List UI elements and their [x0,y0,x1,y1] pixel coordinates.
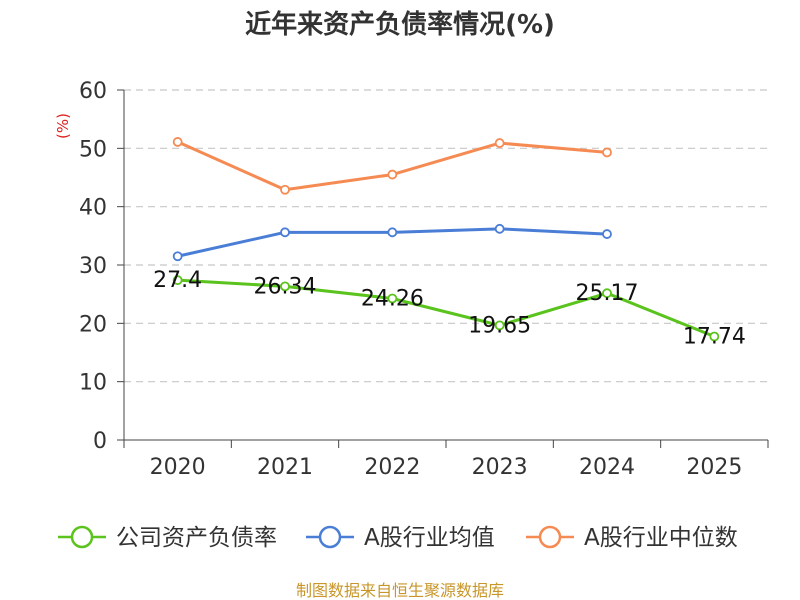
legend[interactable]: 公司资产负债率 A股行业均值 A股行业中位数 [58,525,738,551]
data-label-2021: 26.34 [254,274,317,299]
x-tick-label-2025: 2025 [686,455,742,480]
source-note: 制图数据来自恒生聚源数据库 [296,581,504,600]
legend-item-0[interactable]: 公司资产负债率 [58,525,277,551]
y-tick-label-0: 0 [93,429,107,454]
data-point-2-2021 [280,184,290,195]
legend-item-1[interactable]: A股行业均值 [306,525,495,551]
legend-label-0: 公司资产负债率 [116,525,277,551]
data-label-2025: 17.74 [683,325,746,350]
grid-lines [124,89,768,383]
legend-item-2[interactable]: A股行业中位数 [526,525,738,551]
data-point-1-2024 [602,229,612,239]
x-tick-label-2024: 2024 [579,455,635,480]
x-tick-label-2020: 2020 [150,455,206,480]
x-tick-label-2022: 2022 [364,455,420,480]
legend-marker-0 [70,525,94,549]
data-point-0-2020 [172,275,183,286]
data-point-1-2021 [280,227,290,238]
data-point-1-2020 [172,251,183,262]
legend-label-2: A股行业中位数 [584,525,738,551]
x-tick-label-2021: 2021 [257,455,313,480]
data-point-0-2023 [494,320,505,331]
data-point-0-2024 [602,288,612,299]
data-label-2022: 24.26 [361,286,424,311]
data-label-2023: 19.65 [468,313,531,338]
data-point-1-2023 [494,223,505,234]
data-point-0-2025 [709,331,720,342]
series-line-0 [177,278,715,338]
y-axis-label: (%) [54,113,72,139]
y-tick-label-30: 30 [79,254,107,279]
series-group [172,137,720,342]
data-labels: 27.4 26.34 24.26 19.65 25.17 17.74 [153,268,746,349]
x-tick-label-2023: 2023 [472,455,528,480]
y-tick-label-10: 10 [79,371,107,396]
data-point-0-2021 [280,281,290,292]
data-point-1-2022 [387,227,398,238]
data-label-2024: 25.17 [576,281,639,306]
chart-title: 近年来资产负债率情况(%) [245,9,555,40]
y-tick-label-50: 50 [79,137,107,162]
y-tick-label-20: 20 [79,312,107,337]
data-label-2020: 27.4 [153,268,202,293]
legend-marker-1 [318,525,342,549]
data-point-2-2020 [172,137,183,147]
data-point-2-2024 [602,147,612,158]
data-point-2-2023 [494,138,505,148]
data-point-0-2022 [387,293,398,304]
legend-label-1: A股行业均值 [364,525,495,551]
legend-marker-2 [538,525,562,549]
y-tick-label-40: 40 [79,196,107,221]
y-tick-label-60: 60 [79,79,107,104]
series-line-2 [177,140,608,192]
axes: 0 10 20 30 40 50 60 2020 2021 2022 2023 2024 2025 [79,79,769,480]
data-point-2-2022 [387,169,398,180]
